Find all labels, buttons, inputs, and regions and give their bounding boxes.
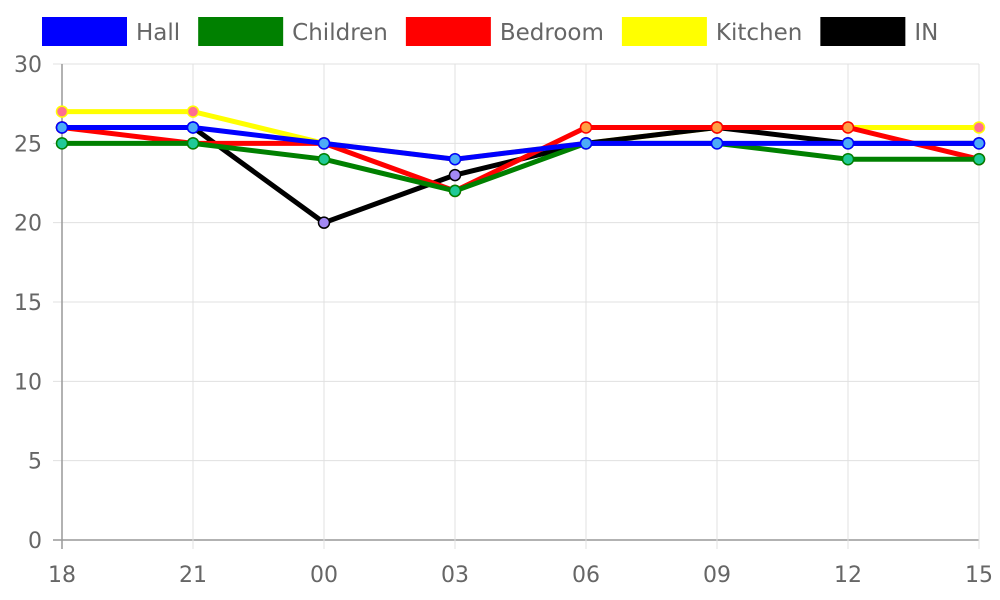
data-point[interactable] [317,137,331,150]
x-tick-label: 03 [441,563,469,588]
y-tick-label: 25 [14,132,42,157]
data-point[interactable] [841,137,855,150]
data-point[interactable] [972,137,986,150]
legend-label: Kitchen [716,20,802,46]
legend-swatch [405,17,491,46]
data-point[interactable] [55,105,69,118]
grid [53,63,980,549]
data-point[interactable] [841,152,855,166]
y-tick-label: 30 [14,53,42,78]
legend-label: Children [292,20,388,46]
data-point[interactable] [841,121,855,134]
y-tick-label: 10 [14,370,42,395]
legend: Hall Children Bedroom Kitchen IN [42,17,938,46]
series-line [62,140,979,194]
data-point[interactable] [448,168,462,182]
legend-item-children[interactable]: Children [198,17,388,46]
data-point[interactable] [317,152,331,166]
data-point[interactable] [448,184,462,198]
legend-label: Hall [136,20,180,46]
series-layer [55,105,986,229]
legend-swatch [820,17,906,46]
x-tick-label: 15 [965,563,993,588]
data-point[interactable] [448,152,462,166]
x-tick-label: 21 [179,563,207,588]
data-point[interactable] [710,137,724,150]
legend-swatch [42,17,127,46]
legend-item-kitchen[interactable]: Kitchen [621,17,802,46]
data-point[interactable] [579,121,593,134]
data-point[interactable] [186,121,200,134]
x-tick-label: 18 [48,563,76,588]
y-tick-label: 20 [14,212,42,237]
data-point[interactable] [186,137,200,150]
y-tick-label: 0 [28,529,42,554]
x-tick-label: 00 [310,563,338,588]
y-tick-label: 5 [28,450,42,475]
x-tick-label: 09 [703,563,731,588]
legend-label: Bedroom [500,20,604,46]
legend-label: IN [914,20,938,46]
series-line [62,124,979,162]
data-point[interactable] [55,137,69,150]
legend-item-in[interactable]: IN [820,17,938,46]
legend-swatch [621,17,707,46]
axes: 0 5 10 15 20 25 30 18 21 00 03 06 09 12 15 [14,53,993,588]
data-point[interactable] [710,121,724,134]
data-point[interactable] [186,105,200,118]
data-point[interactable] [55,121,69,134]
series-hall [55,121,986,166]
series-line [61,124,980,194]
legend-item-hall[interactable]: Hall [42,17,180,46]
data-point[interactable] [972,121,986,134]
data-point[interactable] [579,137,593,150]
data-point[interactable] [317,216,331,229]
data-point[interactable] [972,152,986,166]
x-tick-label: 12 [834,563,862,588]
legend-item-bedroom[interactable]: Bedroom [405,17,604,46]
x-tick-label: 06 [572,563,600,588]
y-tick-label: 15 [14,291,42,316]
legend-swatch [198,17,284,46]
